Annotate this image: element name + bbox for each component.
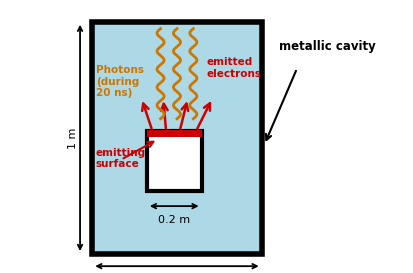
Bar [92,22,261,254]
Text: emitting
surface: emitting surface [95,147,145,169]
Text: 0.2 m: 0.2 m [158,215,190,225]
Text: emitted
electrons: emitted electrons [206,57,261,79]
Bar [147,131,201,191]
Text: Photons
(during
20 ns): Photons (during 20 ns) [96,65,144,99]
Text: metallic cavity: metallic cavity [279,40,375,53]
Bar [147,130,201,137]
Text: 1 m: 1 m [68,127,78,149]
